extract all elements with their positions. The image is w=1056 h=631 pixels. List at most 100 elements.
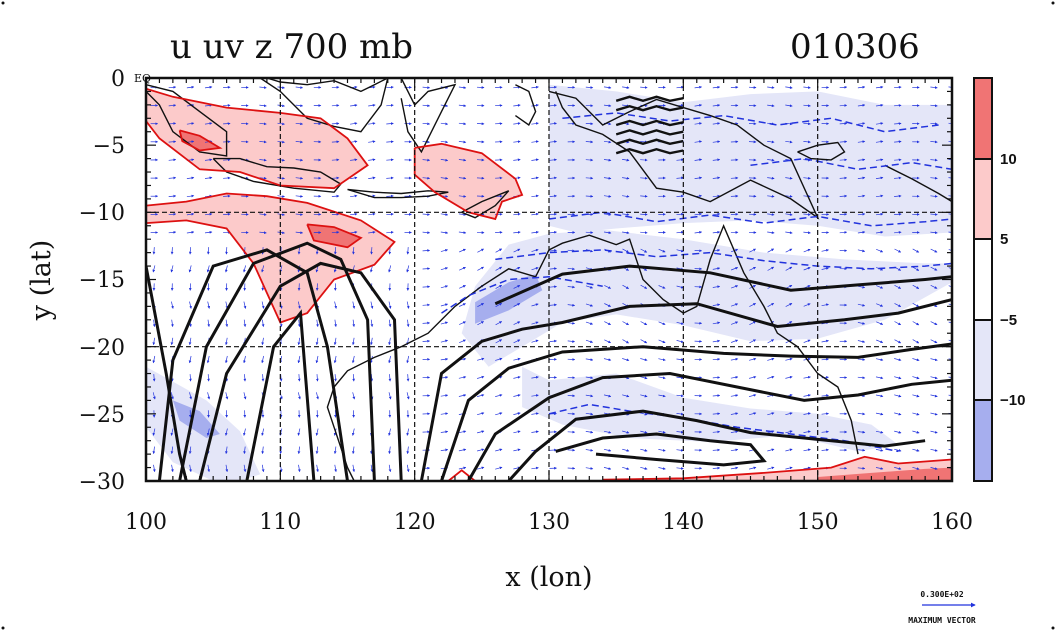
wind-vector	[458, 448, 467, 452]
wind-vector	[186, 122, 195, 125]
wind-vector	[785, 176, 793, 180]
wind-vector	[406, 301, 410, 309]
wind-vector	[513, 158, 521, 162]
wind-vector	[912, 339, 920, 344]
wind-vector	[279, 446, 283, 455]
wind-vector	[259, 140, 267, 144]
wind-vector	[730, 466, 739, 470]
wind-vector	[785, 140, 793, 144]
wind-vector	[767, 302, 775, 308]
wind-vector	[749, 394, 757, 397]
wind-vector	[767, 448, 775, 452]
wind-vector	[767, 176, 775, 180]
corner-mark	[1051, 626, 1055, 630]
wind-vector	[749, 248, 757, 253]
wind-vector	[567, 267, 576, 271]
wind-vector	[930, 467, 938, 470]
wind-vector	[186, 85, 195, 89]
wind-vector	[603, 176, 612, 180]
wind-vector	[170, 319, 174, 328]
negative-dashed-contour	[750, 157, 952, 171]
wind-vector	[912, 284, 920, 289]
wind-vector	[767, 140, 775, 144]
wind-vector	[839, 176, 848, 180]
wind-vector	[894, 321, 902, 326]
wind-vector	[676, 376, 684, 380]
wind-vector	[839, 158, 848, 162]
positive-red-contour	[178, 129, 223, 152]
coastline-australia-west	[326, 305, 456, 481]
wind-vector	[223, 158, 231, 162]
wind-vector	[839, 194, 848, 198]
wind-vector	[513, 266, 521, 271]
wind-vector	[458, 86, 467, 89]
wind-vector	[458, 158, 467, 162]
wind-vector	[585, 303, 594, 307]
wind-vector	[350, 176, 358, 180]
wind-vector	[585, 448, 594, 452]
wind-vector	[386, 176, 394, 180]
wind-vector	[458, 213, 467, 216]
wind-vector	[422, 104, 431, 108]
wind-vector	[785, 266, 793, 271]
wind-vector	[676, 249, 684, 253]
wind-vector	[243, 464, 247, 473]
wind-vector	[513, 104, 521, 107]
wind-vector	[549, 249, 557, 252]
wind-vector	[206, 428, 210, 436]
wind-vector	[676, 85, 684, 89]
wind-vector	[676, 340, 684, 343]
x-axis: 100 110 120 130 140 150 160	[125, 510, 973, 535]
vector-legend: 0.300E+02 MAXIMUM VECTOR	[908, 590, 976, 625]
wind-vector	[168, 212, 177, 216]
wind-vector	[567, 340, 576, 343]
wind-vector	[876, 339, 884, 344]
wind-vector	[188, 355, 192, 364]
wind-vector	[277, 176, 285, 180]
wind-vector	[388, 265, 392, 273]
wind-vector	[803, 194, 811, 198]
wind-vector	[803, 430, 811, 434]
wind-vector	[406, 355, 410, 364]
wind-vector	[767, 213, 775, 216]
negative-anomaly-region	[461, 229, 952, 367]
wind-vector	[622, 358, 630, 362]
wind-vector	[694, 140, 703, 144]
wind-vector	[875, 212, 884, 216]
wind-vector	[277, 86, 285, 89]
x-tick-label: 120	[394, 510, 436, 535]
wind-vector	[477, 303, 485, 308]
wind-vector	[676, 321, 684, 325]
wind-vector	[658, 394, 666, 398]
wind-vector	[585, 231, 594, 234]
wind-vector	[315, 428, 319, 436]
wind-vector	[531, 394, 539, 397]
wind-vector	[894, 158, 902, 162]
wind-vector	[477, 321, 485, 326]
wind-vector	[894, 467, 902, 470]
wind-vector	[297, 464, 301, 473]
colorbar-swatch	[974, 78, 992, 159]
wind-vector	[331, 85, 340, 89]
wind-vector	[168, 230, 177, 234]
wind-vector	[712, 430, 721, 434]
wind-vector	[930, 213, 938, 216]
wind-vector	[948, 195, 952, 197]
wind-vector	[315, 355, 319, 364]
wind-vector	[189, 464, 192, 473]
wind-vector	[604, 303, 612, 307]
wind-vector	[585, 285, 594, 289]
wind-vector	[749, 466, 757, 470]
wind-vector	[875, 230, 884, 234]
wind-vector	[875, 448, 884, 452]
wind-vector	[350, 212, 358, 216]
wind-vector	[567, 466, 576, 470]
wind-vector	[352, 247, 355, 255]
wind-vector	[875, 140, 884, 144]
wind-vector	[352, 446, 355, 455]
height-contour	[419, 298, 952, 481]
wind-vector	[295, 86, 304, 89]
wind-vector	[857, 430, 866, 434]
positive-red-contour	[413, 142, 524, 221]
wind-vector	[477, 466, 485, 470]
